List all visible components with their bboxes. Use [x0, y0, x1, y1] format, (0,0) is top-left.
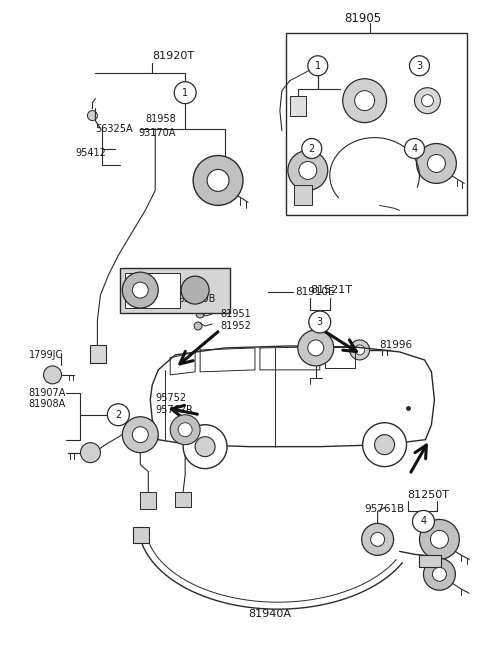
- Text: 95761B: 95761B: [365, 504, 405, 514]
- Circle shape: [308, 340, 324, 356]
- Text: 93110B: 93110B: [178, 294, 216, 304]
- Circle shape: [350, 340, 370, 360]
- Bar: [120, 268, 230, 313]
- Circle shape: [132, 282, 148, 298]
- Circle shape: [421, 95, 433, 107]
- Circle shape: [81, 443, 100, 462]
- Text: 81951: 81951: [220, 309, 251, 319]
- Circle shape: [371, 533, 384, 546]
- Text: 3: 3: [317, 317, 323, 327]
- Circle shape: [298, 330, 334, 366]
- Text: 95762R: 95762R: [155, 405, 193, 415]
- Circle shape: [309, 311, 331, 333]
- Circle shape: [132, 426, 148, 443]
- Bar: [420, 555, 442, 567]
- Circle shape: [423, 558, 456, 590]
- Bar: [90, 345, 107, 363]
- Circle shape: [412, 510, 434, 533]
- Bar: [133, 527, 149, 544]
- Text: 81952: 81952: [220, 321, 251, 331]
- Circle shape: [44, 366, 61, 384]
- Circle shape: [415, 88, 441, 113]
- Circle shape: [417, 143, 456, 183]
- Bar: [140, 491, 156, 510]
- Text: 81521T: 81521T: [310, 285, 352, 295]
- Text: 1: 1: [182, 88, 188, 98]
- Text: 93170A: 93170A: [138, 128, 176, 138]
- Circle shape: [170, 415, 200, 445]
- Text: 95752: 95752: [155, 393, 186, 403]
- Circle shape: [299, 162, 317, 179]
- Circle shape: [196, 310, 204, 318]
- Circle shape: [288, 151, 328, 191]
- Text: 4: 4: [411, 143, 418, 153]
- Circle shape: [181, 276, 209, 304]
- Text: 81905: 81905: [345, 12, 382, 26]
- Bar: [294, 185, 312, 206]
- Text: 1: 1: [315, 61, 321, 71]
- Circle shape: [122, 272, 158, 308]
- Circle shape: [432, 567, 446, 581]
- Circle shape: [122, 417, 158, 453]
- Circle shape: [428, 155, 445, 172]
- Text: 2: 2: [115, 410, 121, 420]
- Circle shape: [183, 424, 227, 468]
- Bar: [175, 491, 191, 508]
- Text: 81250T: 81250T: [408, 489, 449, 500]
- Text: 81940A: 81940A: [248, 609, 291, 619]
- Bar: [290, 96, 306, 116]
- Circle shape: [431, 531, 448, 548]
- Circle shape: [420, 519, 459, 559]
- Text: 81907A: 81907A: [29, 388, 66, 398]
- Circle shape: [193, 155, 243, 206]
- Circle shape: [195, 437, 215, 457]
- Circle shape: [174, 82, 196, 103]
- Circle shape: [374, 435, 395, 455]
- Circle shape: [361, 523, 394, 555]
- Text: 2: 2: [309, 143, 315, 153]
- Circle shape: [343, 79, 386, 122]
- Text: 81958: 81958: [145, 113, 176, 124]
- Circle shape: [363, 422, 407, 466]
- Circle shape: [405, 139, 424, 159]
- Bar: [286, 33, 468, 215]
- Text: 56325A: 56325A: [96, 124, 133, 134]
- Circle shape: [108, 403, 129, 426]
- Circle shape: [87, 111, 97, 121]
- Bar: [125, 273, 180, 308]
- Circle shape: [302, 139, 322, 159]
- Circle shape: [308, 56, 328, 76]
- Text: 3: 3: [417, 61, 422, 71]
- Text: 1799JC: 1799JC: [29, 350, 63, 360]
- Text: 81908A: 81908A: [29, 399, 66, 409]
- Circle shape: [355, 345, 365, 355]
- Text: 95412: 95412: [75, 147, 107, 157]
- Circle shape: [178, 422, 192, 437]
- Circle shape: [207, 170, 229, 191]
- Text: 4: 4: [420, 516, 427, 527]
- Text: 81920T: 81920T: [152, 51, 194, 61]
- Circle shape: [409, 56, 430, 76]
- Text: 81910E: 81910E: [295, 287, 335, 297]
- Circle shape: [355, 90, 374, 111]
- Text: 81996: 81996: [380, 340, 413, 350]
- Circle shape: [194, 322, 202, 330]
